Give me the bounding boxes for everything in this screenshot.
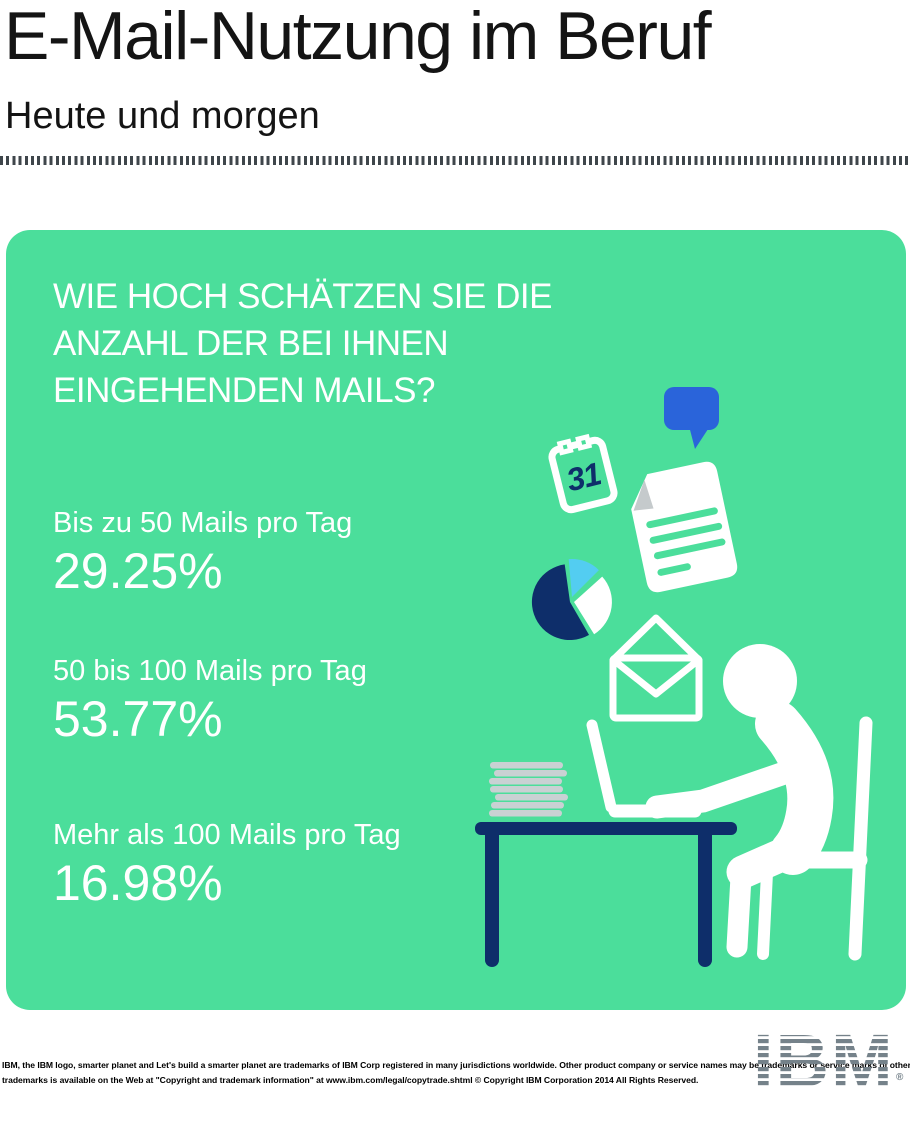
page-subtitle: Heute und morgen (5, 95, 320, 137)
stat-block: 50 bis 100 Mails pro Tag 53.77% (53, 654, 367, 747)
calendar-day: 31 (563, 455, 605, 498)
stat-block: Bis zu 50 Mails pro Tag 29.25% (53, 506, 352, 599)
legal-line-1: IBM, the IBM logo, smarter planet and Le… (2, 1060, 910, 1070)
envelope-icon (609, 614, 703, 722)
calendar-icon: 31 (548, 433, 618, 514)
stat-value: 29.25% (53, 543, 223, 599)
pie-chart-icon (531, 558, 612, 641)
page-title: E-Mail-Nutzung im Beruf (4, 0, 712, 74)
question-line-2: ANZAHL DER BEI IHNEN (53, 324, 449, 363)
survey-question: WIE HOCH SCHÄTZEN SIE DIE ANZAHL DER BEI… (53, 273, 552, 414)
paper-stack-icon (489, 762, 568, 817)
question-line-3: EINGEHENDEN MAILS? (53, 371, 435, 410)
speech-bubble-icon (664, 387, 719, 449)
dotted-divider (0, 156, 910, 165)
info-card: WIE HOCH SCHÄTZEN SIE DIE ANZAHL DER BEI… (6, 230, 906, 1010)
desk-scene-illustration: 31 (475, 387, 873, 967)
document-icon (631, 461, 738, 593)
stat-label: Mehr als 100 Mails pro Tag (53, 819, 401, 851)
question-line-1: WIE HOCH SCHÄTZEN SIE DIE (53, 277, 552, 316)
stat-value: 16.98% (53, 855, 223, 911)
stat-block: Mehr als 100 Mails pro Tag 16.98% (53, 818, 401, 911)
ibm-logo: IBM (753, 1032, 895, 1086)
stat-value: 53.77% (53, 691, 223, 747)
footer-legal-text: IBM, the IBM logo, smarter planet and Le… (2, 1058, 910, 1088)
stat-label: 50 bis 100 Mails pro Tag (53, 655, 367, 687)
stat-label: Bis zu 50 Mails pro Tag (53, 507, 353, 539)
legal-line-2: trademarks is available on the Web at "C… (2, 1075, 699, 1085)
desk (475, 822, 737, 967)
person (645, 644, 834, 958)
registered-trademark-mark: ® (896, 1072, 904, 1083)
